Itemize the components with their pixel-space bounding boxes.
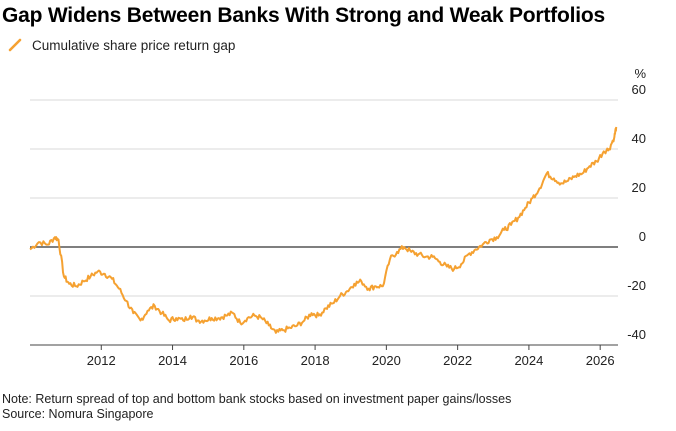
- x-tick-label: 2024: [514, 353, 543, 368]
- y-tick-label: 60: [632, 82, 646, 97]
- x-tick-label: 2014: [158, 353, 187, 368]
- legend-line-icon: [8, 38, 22, 52]
- y-tick-label: 0: [639, 229, 646, 244]
- y-tick-label: -40: [627, 327, 646, 342]
- y-tick-label: 20: [632, 180, 646, 195]
- line-chart: -40 -20 0 20 40 60% 2012 2014 2016 2018 2020 2022 20…: [29, 66, 646, 368]
- x-tick-label: 2016: [229, 353, 258, 368]
- chart-title: Gap Widens Between Banks With Strong and…: [2, 4, 605, 27]
- x-tick-label: 2018: [301, 353, 330, 368]
- y-unit-label: %: [634, 66, 646, 81]
- x-tick-label: 2020: [372, 353, 401, 368]
- chart-source: Source: Nomura Singapore: [2, 407, 154, 421]
- legend-label: Cumulative share price return gap: [32, 37, 236, 53]
- x-tick-label: 2026: [586, 353, 615, 368]
- y-tick-label: 40: [632, 131, 646, 146]
- legend: Cumulative share price return gap: [8, 36, 235, 54]
- y-tick-label: -20: [627, 278, 646, 293]
- x-tick-label: 2022: [443, 353, 472, 368]
- series-line: [29, 126, 618, 334]
- x-tick-label: 2012: [87, 353, 116, 368]
- chart-note: Note: Return spread of top and bottom ba…: [2, 392, 512, 406]
